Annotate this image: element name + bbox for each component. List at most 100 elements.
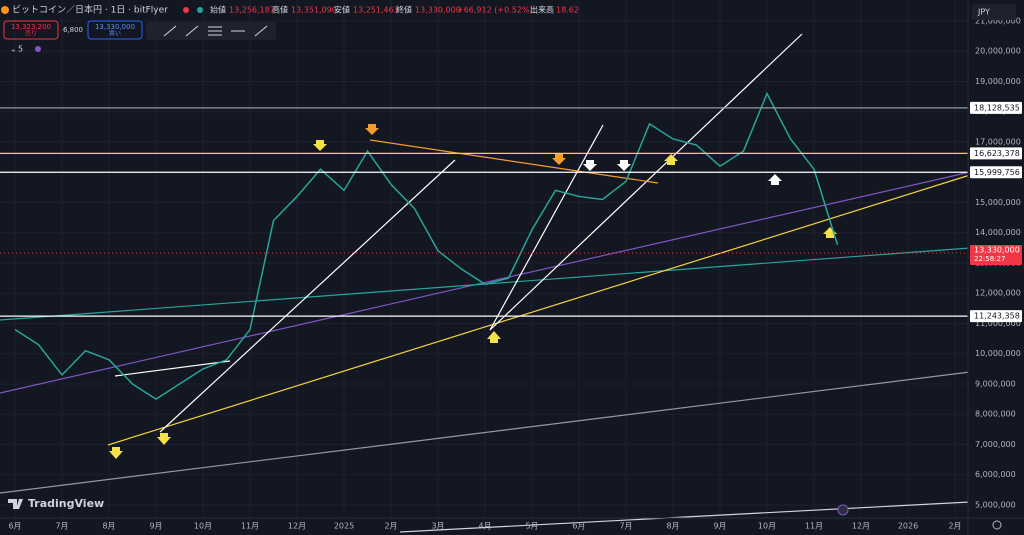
y-tick-label: 17,000,000 xyxy=(975,137,1021,146)
last-price-time: 22:58:27 xyxy=(974,255,1005,263)
arrow xyxy=(583,160,597,171)
x-tick-label: 8月 xyxy=(102,522,115,531)
y-tick-label: 20,000,000 xyxy=(975,47,1021,56)
ohlc-label: 始値 xyxy=(210,5,226,15)
price-label-box xyxy=(970,166,1022,179)
x-tick-label: 11月 xyxy=(805,522,823,531)
currency-box[interactable] xyxy=(972,4,1016,20)
price-label-box xyxy=(970,147,1022,160)
settings[interactable] xyxy=(992,520,1002,530)
trend-line xyxy=(107,174,971,446)
y-tick-label: 6,000,000 xyxy=(975,470,1016,479)
arrow xyxy=(552,154,566,165)
y-tick-label: 15,000,000 xyxy=(975,198,1021,207)
toolbar-icons[interactable] xyxy=(163,25,268,37)
x-tick-label: 10月 xyxy=(758,522,776,531)
trend-line xyxy=(0,371,971,494)
volume: 18.62 xyxy=(556,6,579,15)
ohlc-value: 13,351,090 xyxy=(291,6,337,15)
tool-trendline[interactable] xyxy=(163,25,177,37)
tool-fib[interactable] xyxy=(208,26,222,36)
x-tick-label: 10月 xyxy=(194,522,212,531)
brand-logo xyxy=(8,499,23,509)
x-tick-label: 5月 xyxy=(525,522,538,531)
price-axis xyxy=(968,0,1024,535)
x-tick-label: 7月 xyxy=(55,522,68,531)
brand: TradingView xyxy=(28,497,104,510)
symbol: ビットコイン／日本円 · 1日 · bitFlyer xyxy=(12,4,168,16)
y-tick-label: 8,000,000 xyxy=(975,410,1016,419)
buy-label[interactable]: 買い xyxy=(109,31,121,38)
buy-price[interactable]: 13,330,000 xyxy=(95,23,135,31)
trend-line xyxy=(369,139,659,184)
x-tick-label: 2月 xyxy=(384,522,397,531)
header: ビットコイン／日本円 · 1日 · bitFlyer 始値 13,256,187… xyxy=(1,4,1016,530)
x-tick-label: 2025 xyxy=(334,522,354,531)
x-tick-label: 6月 xyxy=(572,522,585,531)
y-tick-label: 19,000,000 xyxy=(975,77,1021,86)
axis: 5,000,000 6,000,000 7,000,000 8,000,000 9,00… xyxy=(8,16,1022,531)
x-tick-label: 2026 xyxy=(898,522,918,531)
price-label: 15,999,756 xyxy=(974,168,1020,177)
ohlc-value: 13,330,000 xyxy=(415,6,461,15)
y-tick-label: 14,000,000 xyxy=(975,228,1021,237)
sell-button[interactable] xyxy=(3,20,59,40)
tool-ray[interactable] xyxy=(185,25,199,37)
price-line xyxy=(14,91,839,401)
trend-line xyxy=(489,33,803,331)
price-label-box xyxy=(970,310,1022,323)
arrow xyxy=(664,154,678,165)
indicator-count[interactable]: 5 xyxy=(18,45,23,54)
arrows xyxy=(109,124,837,459)
trend-line xyxy=(0,171,971,394)
x-tick-label: 2月 xyxy=(948,522,961,531)
x-tick-label: 8月 xyxy=(666,522,679,531)
event-icon[interactable] xyxy=(837,504,849,516)
trend-line xyxy=(159,159,456,433)
buy-button[interactable] xyxy=(87,20,143,40)
sell-label[interactable]: 売り xyxy=(25,30,37,38)
x-tick-label: 9月 xyxy=(713,522,726,531)
x-tick-label: 12月 xyxy=(288,522,306,531)
trend-line xyxy=(399,501,971,533)
ohlc-label: 高値 xyxy=(272,5,288,15)
arrow xyxy=(823,227,837,238)
y-tick-label: 9,000,000 xyxy=(975,379,1016,388)
indicator-toggle[interactable]: ⌄ xyxy=(10,45,17,54)
price-label: 18,128,535 xyxy=(974,103,1020,112)
sell-price[interactable]: 13,323,200 xyxy=(11,23,51,31)
arrow xyxy=(365,124,379,135)
volume-label: 出来高 xyxy=(530,5,554,15)
y-tick-label: 5,000,000 xyxy=(975,500,1016,509)
price-label-box xyxy=(970,101,1022,114)
tool-path[interactable] xyxy=(254,25,268,37)
plot xyxy=(0,91,968,401)
change: +66,912 (+0.52%) xyxy=(457,6,533,15)
x-tick-label: 11月 xyxy=(241,522,259,531)
x-tick-label: 6月 xyxy=(8,522,21,531)
y-tick-label: 12,000,000 xyxy=(975,289,1021,298)
arrow xyxy=(157,433,171,445)
y-tick-label: 21,000,000 xyxy=(975,16,1021,25)
spread: 6,800 xyxy=(63,26,83,34)
trend-line xyxy=(489,124,604,331)
arrow xyxy=(109,447,123,459)
x-tick-label: 7月 xyxy=(619,522,632,531)
symbol-icon xyxy=(1,6,9,14)
price-label: 16,623,378 xyxy=(974,149,1020,158)
arrow xyxy=(768,174,782,185)
y-tick-label: 7,000,000 xyxy=(975,440,1016,449)
y-tick-label: 11,000,000 xyxy=(975,319,1021,328)
ohlc-label: 安値 xyxy=(334,5,350,15)
price-label: 11,243,358 xyxy=(974,312,1020,321)
drawings xyxy=(0,33,971,533)
indicator-dot xyxy=(35,46,41,52)
arrow xyxy=(487,331,501,343)
x-tick-label: 3月 xyxy=(431,522,444,531)
trend-line xyxy=(114,360,231,377)
currency[interactable]: JPY xyxy=(977,8,990,17)
ohlc-value: 13,251,463 xyxy=(353,6,399,15)
ohlc-label: 終値 xyxy=(396,5,412,15)
y-tick-label: 10,000,000 xyxy=(975,349,1021,358)
